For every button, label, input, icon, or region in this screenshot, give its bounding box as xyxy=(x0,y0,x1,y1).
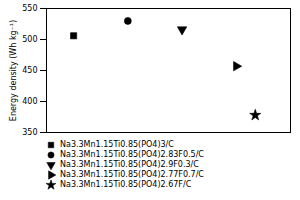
html-text:Na3.3Mn1.15Ti0.85(PO4)2.83F0.5: Na3.3Mn1.15Ti0.85(PO4)2.83F0.5/C xyxy=(60,150,204,159)
svg-text:450: 450 xyxy=(22,66,37,75)
html-text:Na3.3Mn1.15Ti0.85(PO4)2.77F0.7: Na3.3Mn1.15Ti0.85(PO4)2.77F0.7/C xyxy=(60,170,204,179)
svg-text:400: 400 xyxy=(22,97,37,106)
svg-text:550: 550 xyxy=(22,4,37,13)
html-text:Na3.3Mn1.15Ti0.85(PO4)3/C: Na3.3Mn1.15Ti0.85(PO4)3/C xyxy=(60,140,174,149)
html-text:Na3.3Mn1.15Ti0.85(PO4)2.9F0.3/: Na3.3Mn1.15Ti0.85(PO4)2.9F0.3/C xyxy=(60,160,199,169)
html-text:Na3.3Mn1.15Ti0.85(PO4)2.67F/C: Na3.3Mn1.15Ti0.85(PO4)2.67F/C xyxy=(60,180,192,189)
svg-text:350: 350 xyxy=(22,128,37,137)
svg-text:Energy density (Wh kg⁻¹): Energy density (Wh kg⁻¹) xyxy=(9,20,18,121)
svg-text:500: 500 xyxy=(22,35,37,44)
